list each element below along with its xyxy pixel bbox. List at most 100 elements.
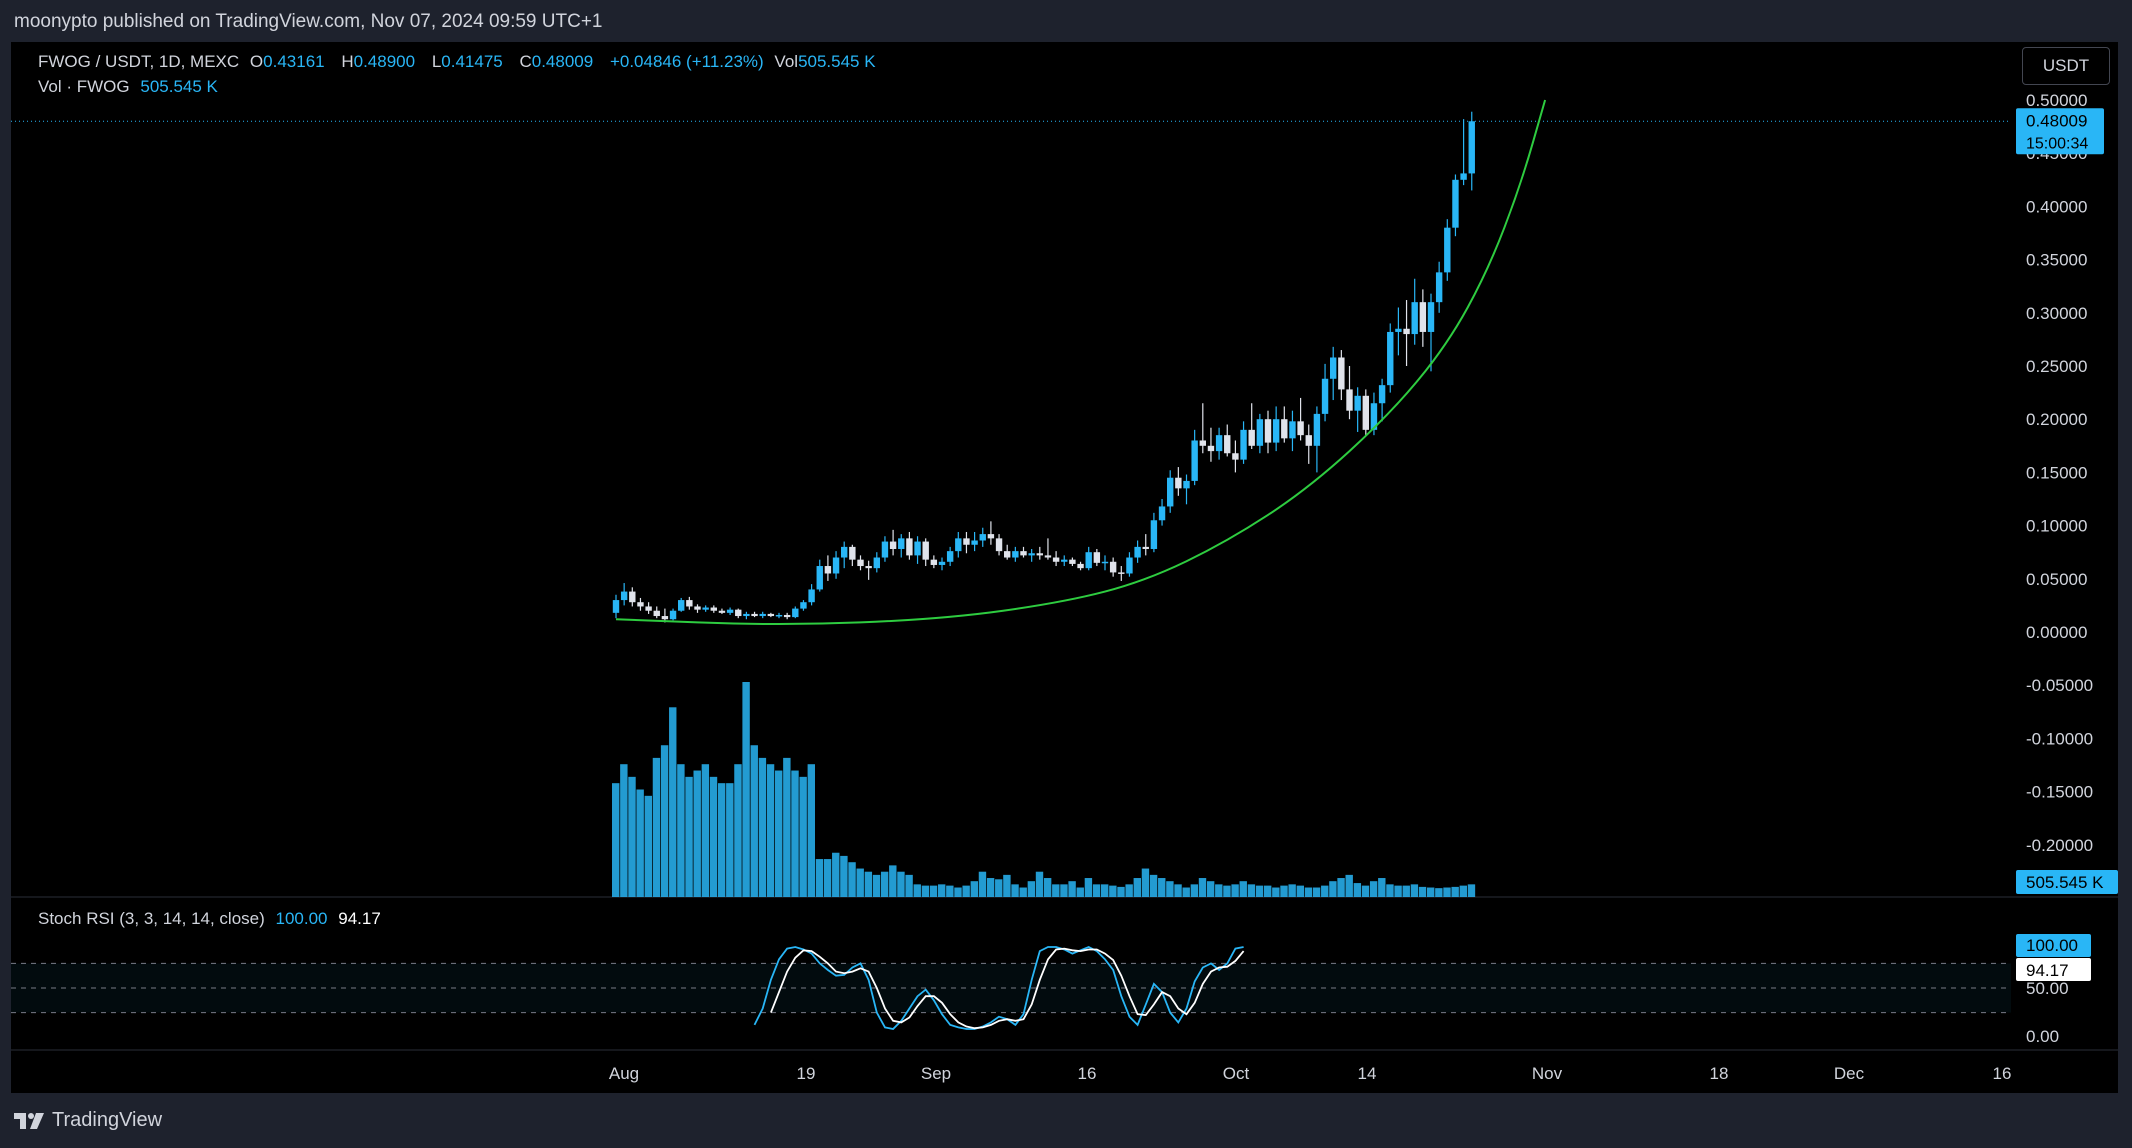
candle-body <box>930 559 938 565</box>
stoch-label[interactable]: Stoch RSI (3, 3, 14, 14, close) <box>38 909 265 928</box>
volume-label-box <box>2016 870 2118 894</box>
y-tick-label: -0.20000 <box>2026 836 2093 855</box>
tradingview-logo[interactable]: TradingView <box>14 1109 162 1132</box>
stoch-d-value: 94.17 <box>338 909 381 928</box>
volume-bar <box>1418 886 1427 897</box>
candle-body <box>1281 419 1288 439</box>
stoch-k-value: 100.00 <box>275 909 328 928</box>
volume-bar <box>669 707 677 897</box>
candle-body <box>661 616 669 620</box>
x-tick-label: Oct <box>1223 1064 1250 1083</box>
close-value: 0.48009 <box>531 52 594 71</box>
open-value: 0.43161 <box>263 52 325 71</box>
currency-button[interactable]: USDT <box>2022 47 2110 85</box>
x-tick-label: 18 <box>1710 1064 1729 1083</box>
candle-body <box>1191 440 1198 481</box>
volume-bar <box>880 871 889 897</box>
x-tick-label: Dec <box>1834 1064 1865 1083</box>
volume-bar <box>1443 887 1451 897</box>
volume-bar <box>1003 874 1011 897</box>
tradingview-logo-text: TradingView <box>52 1109 163 1131</box>
candle-body <box>1093 552 1101 563</box>
volume-bar <box>1386 884 1394 897</box>
candle-body <box>873 557 880 569</box>
candle-body <box>1232 453 1239 460</box>
volume-bar <box>693 770 701 897</box>
stoch-0-label: 0.00 <box>2026 1027 2059 1046</box>
low-label: L <box>431 52 442 71</box>
candle-body <box>1118 572 1125 574</box>
volume-bar <box>1280 885 1288 897</box>
stoch-k-axis-label: 100.00 <box>2026 936 2078 955</box>
candle-body <box>1101 561 1109 564</box>
candle-body <box>1175 477 1182 489</box>
candle-body <box>1142 546 1149 550</box>
candle-body <box>1248 429 1255 446</box>
candle-body <box>694 606 701 610</box>
candle-body <box>1109 561 1117 573</box>
candle-body <box>1207 445 1215 452</box>
volume-bar <box>1011 884 1019 897</box>
volume-bar <box>1198 878 1207 897</box>
volume-series-value: 505.545 K <box>140 77 218 96</box>
stoch-legend: Stoch RSI (3, 3, 14, 14, close) 100.00 9… <box>38 909 387 929</box>
x-tick-label: 19 <box>797 1064 816 1083</box>
volume-bar <box>1369 881 1378 897</box>
volume-bar <box>1166 881 1174 897</box>
volume-bar <box>1117 886 1125 897</box>
volume-bar <box>1035 871 1044 897</box>
volume-bar <box>709 776 718 897</box>
candle-body <box>849 546 856 560</box>
candle-body <box>1460 173 1467 180</box>
symbol-label[interactable]: FWOG / USDT, 1D, MEXC <box>38 52 240 71</box>
candle-body <box>816 566 823 590</box>
open-label: O <box>249 52 264 71</box>
candle-body <box>1444 227 1451 273</box>
candle-body <box>1224 435 1231 454</box>
candle-body <box>1403 328 1410 335</box>
volume-bar <box>1361 885 1370 897</box>
candle-body <box>1305 435 1312 446</box>
candle-body <box>702 607 709 610</box>
volume-bar <box>1427 887 1435 897</box>
x-tick-label: 14 <box>1358 1064 1377 1083</box>
candle-body <box>669 610 677 620</box>
candle-body <box>1183 480 1190 489</box>
volume-series-label[interactable]: Vol · FWOG <box>38 77 130 96</box>
candle-body <box>1240 429 1247 460</box>
parabolic-curve <box>615 99 1547 626</box>
y-tick-label: -0.15000 <box>2026 783 2093 802</box>
volume-bar <box>1345 874 1353 897</box>
x-tick-label: Nov <box>1532 1064 1563 1083</box>
chart-panel[interactable]: 0.500000.450000.400000.350000.300000.250… <box>11 42 2118 1093</box>
candle-body <box>1427 302 1435 332</box>
volume-bar <box>1133 878 1141 897</box>
volume-bar <box>775 770 783 897</box>
candle-body <box>743 613 750 617</box>
volume-bar <box>1321 885 1329 897</box>
volume-bar <box>1125 884 1133 897</box>
candle-body <box>735 609 742 617</box>
candle-body <box>1158 506 1166 521</box>
x-tick-label: Aug <box>609 1064 639 1083</box>
volume-bar <box>1247 884 1256 897</box>
candle-body <box>1199 440 1206 446</box>
y-tick-label: 0.05000 <box>2026 570 2087 589</box>
candle-body <box>987 534 995 539</box>
high-label: H <box>341 52 354 71</box>
volume-bar <box>913 884 921 897</box>
volume-bar <box>1394 885 1402 897</box>
chart-canvas[interactable]: 0.500000.450000.400000.350000.300000.250… <box>11 42 2118 1093</box>
candle-body <box>808 589 815 603</box>
volume-bar <box>1092 884 1101 897</box>
candle-body <box>1452 179 1459 228</box>
vol-label: Vol <box>774 52 799 71</box>
header: moonypto published on TradingView.com, N… <box>0 0 2132 42</box>
candle-body <box>1028 553 1035 556</box>
x-tick-label: 16 <box>1078 1064 1097 1083</box>
volume-bar <box>1190 884 1199 897</box>
candle-body <box>1387 331 1394 386</box>
footer <box>0 1093 2132 1148</box>
volume-bar <box>1312 887 1321 897</box>
volume-bar <box>1101 884 1109 897</box>
